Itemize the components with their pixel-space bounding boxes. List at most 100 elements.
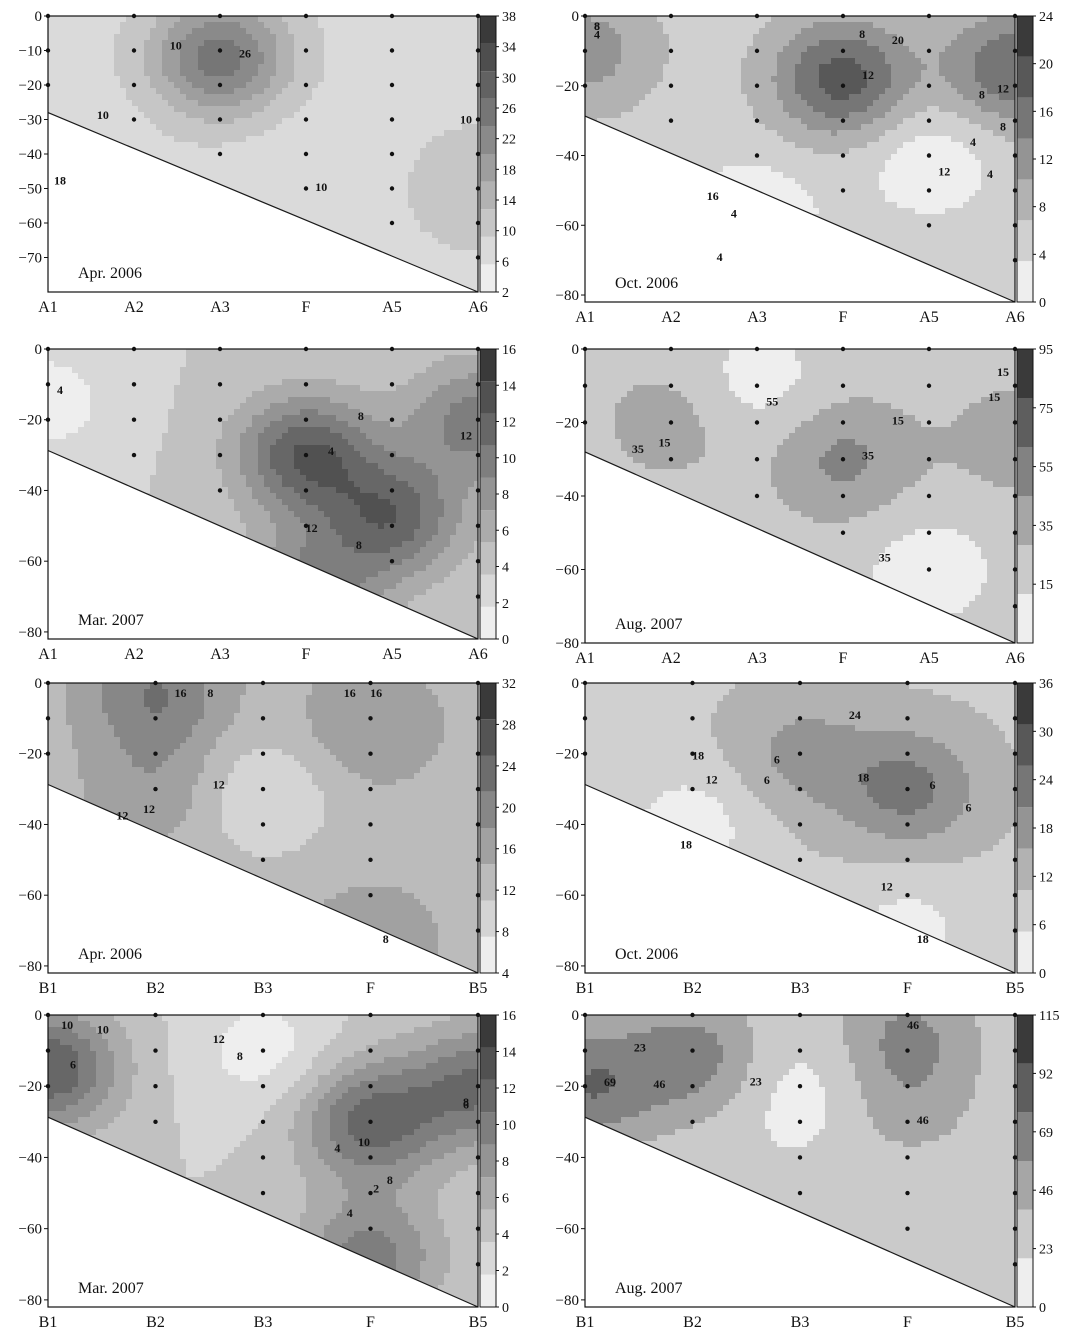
- colorbar-band: [480, 16, 496, 44]
- contour-fill: [585, 683, 1015, 973]
- contour-label: 8: [387, 1173, 393, 1187]
- station-label: B5: [469, 980, 488, 997]
- sample-dot: [475, 220, 481, 226]
- sample-dot: [153, 716, 158, 721]
- sample-dot: [1012, 383, 1018, 388]
- contour-label: 35: [632, 442, 644, 456]
- sample-dot: [905, 786, 910, 792]
- colorbar-band: [480, 1015, 496, 1048]
- station-label: A3: [747, 309, 767, 326]
- colorbar-label: 6: [1039, 919, 1046, 934]
- colorbar-band: [480, 381, 496, 414]
- sample-dot: [905, 1155, 910, 1160]
- sample-dot: [475, 680, 481, 686]
- y-tick-label: −40: [556, 489, 579, 505]
- sample-dot: [475, 346, 481, 352]
- sample-dot: [690, 1084, 695, 1089]
- sample-dot: [475, 186, 481, 191]
- colorbar-band: [480, 413, 496, 446]
- y-tick-label: −60: [556, 888, 579, 904]
- contour-label: 4: [987, 167, 993, 181]
- y-tick-label: −20: [556, 416, 579, 432]
- sample-dot: [475, 117, 481, 122]
- sample-dot: [690, 1012, 695, 1018]
- sample-dot: [217, 48, 223, 53]
- sample-dot: [797, 822, 803, 827]
- sample-dot: [45, 382, 51, 387]
- colorbar-band: [1017, 447, 1033, 496]
- contour-label: 15: [997, 365, 1009, 379]
- colorbar-label: 46: [1039, 1184, 1053, 1199]
- colorbar-label: 0: [1039, 967, 1046, 982]
- colorbar-band: [480, 574, 496, 607]
- sample-dot: [217, 117, 223, 122]
- station-label: B2: [146, 980, 165, 997]
- sample-dot: [131, 346, 137, 352]
- colorbar-label: 0: [502, 633, 509, 648]
- sample-dot: [797, 1155, 803, 1160]
- sample-dot: [45, 13, 51, 19]
- station-label: B2: [683, 980, 702, 997]
- sample-dot: [475, 558, 481, 564]
- sample-dot: [905, 1119, 910, 1125]
- colorbar-label: 14: [502, 1046, 516, 1061]
- station-label: A6: [1005, 309, 1025, 326]
- contour-label: 10: [170, 39, 182, 53]
- sample-dot: [475, 928, 481, 933]
- contour-label: 10: [358, 1135, 370, 1149]
- station-label: A1: [575, 309, 595, 326]
- y-tick-label: 0: [35, 342, 43, 358]
- sample-dot: [926, 153, 932, 158]
- colorbar-label: 10: [502, 452, 516, 467]
- sample-dot: [475, 857, 481, 863]
- sample-dot: [389, 117, 395, 122]
- colorbar: 0 6 12 18 24 30 36: [1016, 677, 1053, 982]
- sample-dot: [45, 1012, 51, 1018]
- colorbar-label: 12: [502, 884, 516, 899]
- y-tick-label: 0: [35, 9, 43, 25]
- sample-dot: [368, 892, 373, 898]
- sample-dot: [668, 83, 674, 88]
- colorbar-band: [1017, 1161, 1033, 1210]
- colorbar-band: [480, 1242, 496, 1275]
- contour-label: 8: [207, 686, 213, 700]
- sample-dot: [668, 48, 674, 54]
- contour-label: 69: [604, 1075, 616, 1089]
- panel-title: Apr. 2006: [78, 946, 142, 963]
- y-tick-label: −40: [19, 817, 42, 833]
- colorbar-label: 18: [1039, 822, 1053, 837]
- colorbar-label: 34: [502, 41, 516, 56]
- sample-dot: [475, 594, 481, 599]
- colorbar-label: 16: [1039, 105, 1053, 120]
- sample-dot: [582, 680, 588, 686]
- sample-dot: [131, 417, 137, 422]
- colorbar-band: [1017, 765, 1033, 808]
- seabed-line: [584, 783, 1016, 974]
- colorbar-label: 55: [1039, 461, 1053, 476]
- y-tick-label: −60: [19, 216, 42, 232]
- colorbar-label: 38: [502, 10, 516, 25]
- colorbar-band: [480, 719, 496, 756]
- colorbar-label: 16: [502, 1009, 516, 1024]
- sample-dot: [368, 751, 373, 756]
- colorbar-band: [480, 542, 496, 575]
- sample-dot: [260, 716, 266, 721]
- colorbar-band: [480, 606, 496, 639]
- colorbar-label: 32: [502, 677, 516, 692]
- sample-dot: [153, 786, 158, 792]
- station-label: B3: [254, 980, 273, 997]
- contour-label: 16: [344, 686, 356, 700]
- sample-dot: [389, 488, 395, 493]
- contour-label: 35: [862, 448, 874, 462]
- sample-dot: [926, 83, 932, 88]
- sample-dot: [1012, 188, 1018, 193]
- sample-dot: [797, 1084, 803, 1089]
- sample-dot: [217, 452, 223, 458]
- sample-dot: [926, 457, 932, 462]
- sample-dot: [131, 117, 137, 122]
- sample-dot: [389, 13, 395, 19]
- contour-label: 6: [463, 1098, 469, 1112]
- colorbar-label: 14: [502, 379, 516, 394]
- colorbar-band: [480, 236, 496, 265]
- sample-dot: [368, 1084, 373, 1089]
